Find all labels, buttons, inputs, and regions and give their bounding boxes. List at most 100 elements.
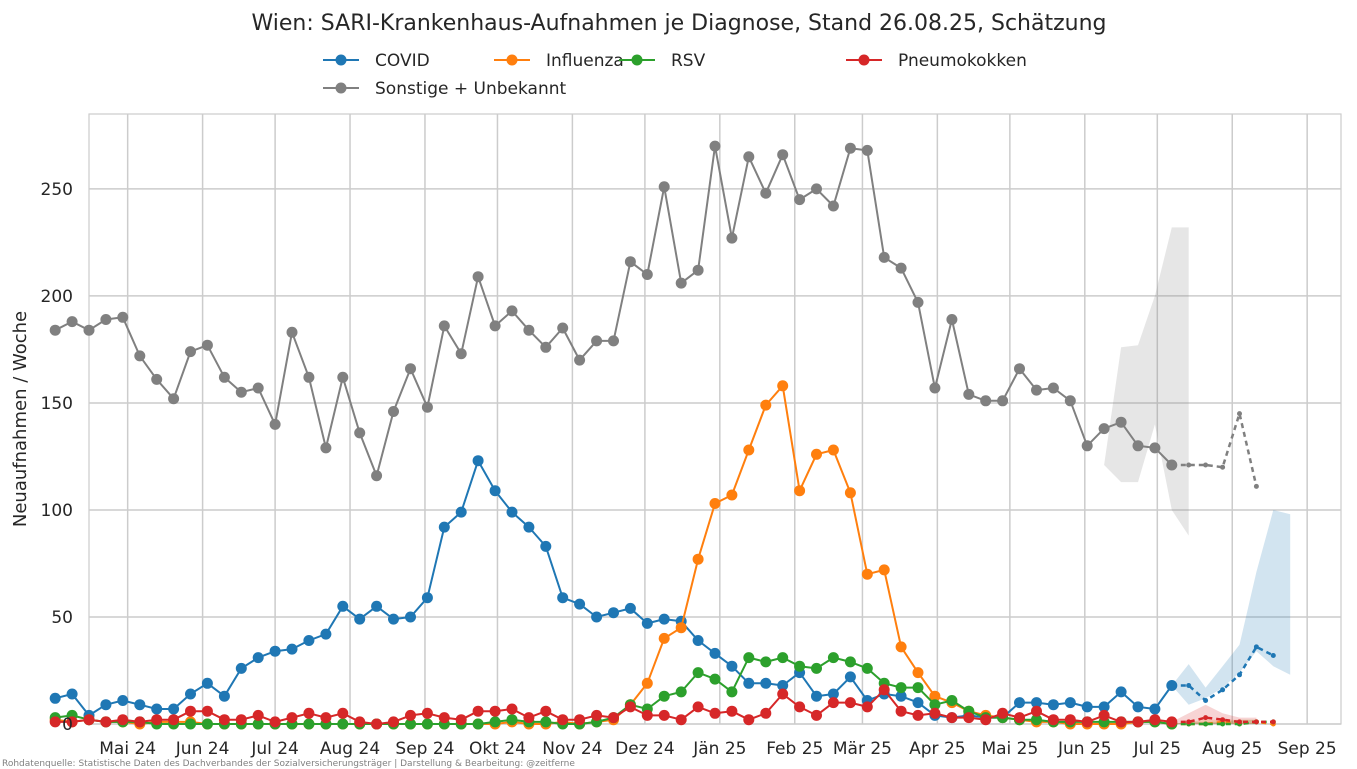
data-point — [218, 690, 230, 702]
data-point — [1149, 442, 1161, 454]
data-point — [168, 393, 180, 405]
data-point — [185, 718, 196, 730]
data-point — [760, 399, 772, 411]
data-point — [151, 703, 163, 715]
x-tick-label: Sep 24 — [395, 739, 454, 759]
data-point — [878, 684, 890, 696]
estimate-point — [1186, 719, 1192, 725]
data-point — [608, 335, 619, 347]
data-point — [929, 707, 941, 719]
ci-band-pneumokokken — [1171, 704, 1257, 724]
data-point — [168, 714, 180, 726]
data-point — [777, 149, 789, 161]
estimate-point — [1203, 698, 1209, 703]
data-point — [354, 613, 366, 625]
data-point — [811, 448, 822, 460]
data-point — [421, 592, 433, 604]
data-point — [405, 718, 416, 730]
data-point — [658, 632, 670, 644]
data-point — [861, 701, 873, 713]
data-point — [980, 714, 992, 726]
data-point — [1014, 697, 1025, 709]
chart-title: Wien: SARI-Krankenhaus-Aufnahmen je Diag… — [252, 11, 1107, 36]
data-point — [777, 688, 789, 700]
data-point — [49, 324, 61, 336]
data-point — [1064, 697, 1076, 709]
data-point — [455, 506, 467, 518]
data-point — [1014, 712, 1025, 724]
data-point — [929, 382, 941, 394]
estimate-point — [1253, 483, 1259, 489]
data-point — [388, 716, 399, 728]
y-tick-label: 250 — [41, 180, 73, 200]
data-point — [912, 709, 924, 721]
x-tick-label: Dez 24 — [615, 739, 675, 759]
data-point — [371, 718, 383, 730]
data-point — [827, 200, 839, 212]
data-point — [472, 455, 484, 467]
data-point — [506, 506, 518, 518]
data-point — [777, 652, 789, 664]
data-point — [337, 707, 349, 719]
x-tick-label: Mai 24 — [99, 739, 156, 759]
data-point — [1047, 699, 1059, 711]
estimate-point — [1237, 672, 1242, 678]
data-point — [827, 688, 839, 700]
data-point — [201, 718, 213, 730]
data-point — [726, 686, 738, 698]
data-point — [438, 521, 450, 533]
data-point — [709, 647, 721, 659]
data-point — [777, 680, 789, 691]
data-point — [421, 401, 433, 413]
y-ticks: 0 50 100 150 200 250 — [41, 180, 73, 735]
data-point — [405, 611, 416, 623]
data-point — [895, 705, 907, 717]
data-point — [506, 305, 518, 317]
data-point — [269, 716, 281, 728]
data-point — [895, 641, 907, 653]
data-point — [1081, 440, 1093, 452]
data-point — [1047, 714, 1059, 726]
x-tick-label: Aug 25 — [1202, 739, 1262, 759]
data-point — [878, 564, 890, 576]
data-point — [827, 444, 839, 456]
data-point — [895, 690, 907, 702]
x-tick-label: Jän 25 — [692, 739, 746, 759]
data-point — [540, 705, 552, 717]
data-point — [1166, 716, 1178, 728]
data-point — [489, 485, 501, 497]
data-point — [320, 442, 332, 454]
data-point — [168, 703, 180, 715]
data-point — [1132, 440, 1144, 452]
data-point — [895, 262, 907, 274]
data-point — [371, 600, 383, 612]
data-point — [675, 714, 687, 726]
data-point — [591, 611, 603, 623]
data-point — [1098, 709, 1110, 721]
data-point — [912, 667, 924, 679]
data-point — [218, 714, 230, 726]
data-point — [252, 382, 264, 394]
x-tick-label: Apr 25 — [909, 739, 965, 759]
data-point — [49, 692, 61, 704]
estimate-point — [1186, 683, 1192, 688]
data-point — [624, 701, 636, 713]
data-point — [1047, 382, 1059, 394]
data-point — [303, 371, 315, 383]
source-note: Rohdatenquelle: Statistische Daten des D… — [2, 759, 575, 769]
data-point — [269, 645, 281, 657]
data-point — [83, 714, 95, 726]
estimate-point — [1203, 462, 1209, 468]
data-point — [1031, 705, 1042, 717]
legend-label: Influenza — [546, 51, 624, 71]
legend-marker — [631, 54, 643, 66]
series-lines — [49, 140, 1276, 730]
data-point — [235, 714, 247, 726]
data-point — [709, 140, 721, 152]
data-point — [557, 714, 569, 726]
data-point — [794, 485, 806, 497]
data-point — [201, 705, 213, 717]
x-tick-label: Mai 25 — [981, 739, 1038, 759]
data-point — [591, 335, 603, 347]
data-point — [844, 487, 856, 499]
